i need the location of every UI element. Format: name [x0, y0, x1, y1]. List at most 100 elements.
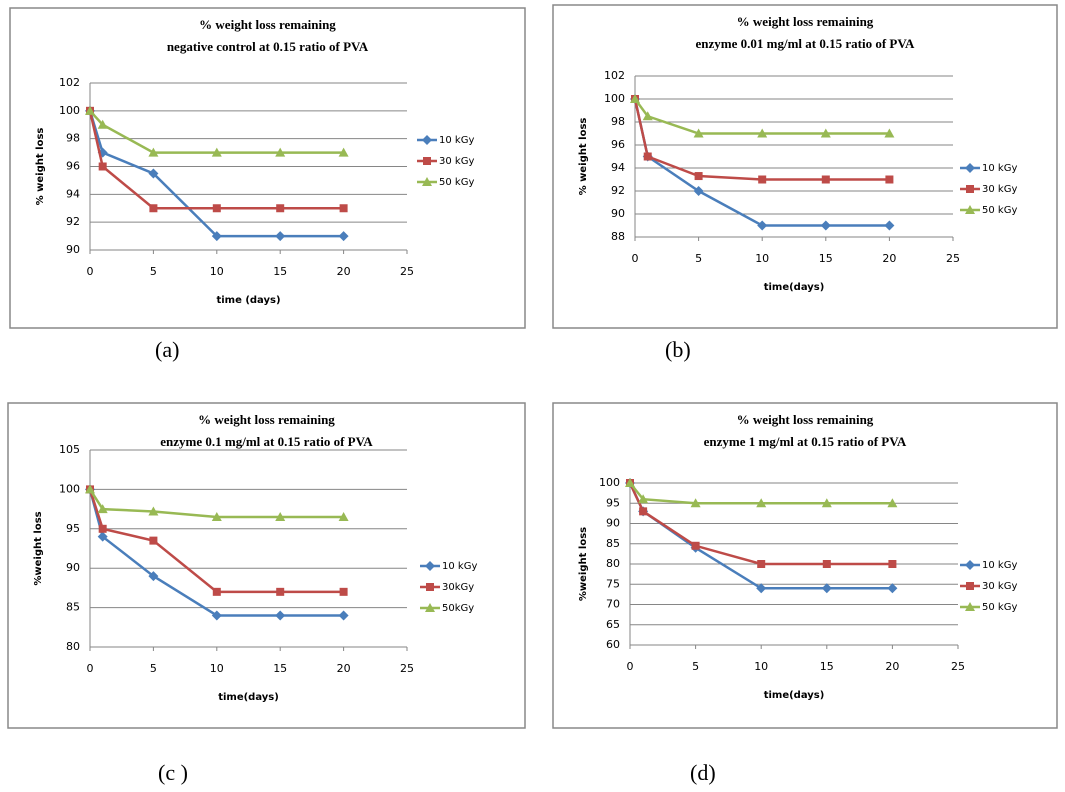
- y-tick-label: 98: [66, 132, 80, 145]
- data-point: [339, 610, 349, 620]
- caption: (d): [690, 760, 716, 785]
- x-tick-label: 10: [210, 662, 224, 675]
- chart-title: % weight loss remaining: [737, 412, 874, 427]
- legend-label: 10 kGy: [982, 163, 1017, 174]
- chart-frame: [10, 8, 525, 328]
- legend-label: 50 kGy: [982, 602, 1017, 613]
- x-tick-label: 20: [337, 662, 351, 675]
- x-tick-label: 15: [819, 252, 833, 265]
- x-tick-label: 25: [946, 252, 960, 265]
- series-line: [90, 111, 344, 208]
- data-point: [99, 163, 107, 171]
- y-tick-label: 92: [611, 184, 625, 197]
- x-tick-label: 0: [627, 660, 634, 673]
- data-point: [695, 172, 703, 180]
- x-tick-label: 0: [87, 265, 94, 278]
- chart-title: % weight loss remaining: [737, 14, 874, 29]
- caption: (a): [155, 337, 179, 362]
- y-tick-label: 105: [59, 443, 80, 456]
- data-point: [276, 204, 284, 212]
- x-tick-label: 5: [150, 265, 157, 278]
- legend-marker: [965, 163, 975, 173]
- data-point: [887, 583, 897, 593]
- data-point: [885, 176, 893, 184]
- y-tick-label: 85: [66, 601, 80, 614]
- x-tick-label: 10: [755, 252, 769, 265]
- data-point: [339, 231, 349, 241]
- data-point: [275, 610, 285, 620]
- legend-label: 50 kGy: [439, 177, 474, 188]
- x-axis-label: time(days): [218, 692, 279, 703]
- x-tick-label: 5: [150, 662, 157, 675]
- legend-marker: [422, 135, 432, 145]
- x-tick-label: 15: [273, 265, 287, 278]
- data-point: [213, 204, 221, 212]
- figure: % weight loss remainingnegative control …: [0, 0, 1065, 792]
- y-tick-label: 90: [606, 517, 620, 530]
- legend-marker: [425, 561, 435, 571]
- legend-label: 30 kGy: [982, 184, 1017, 195]
- x-axis-label: time (days): [216, 295, 280, 306]
- legend-label: 50 kGy: [982, 205, 1017, 216]
- data-point: [884, 221, 894, 231]
- y-tick-label: 90: [66, 243, 80, 256]
- y-tick-label: 100: [59, 104, 80, 117]
- chart-subtitle: enzyme 0.1 mg/ml at 0.15 ratio of PVA: [160, 434, 373, 449]
- x-tick-label: 20: [337, 265, 351, 278]
- legend-marker: [966, 185, 974, 193]
- y-axis-label: %weight loss: [33, 511, 44, 585]
- y-axis-label: % weight loss: [578, 118, 589, 196]
- series-line: [635, 99, 889, 226]
- x-tick-label: 10: [754, 660, 768, 673]
- y-axis-label: %weight loss: [578, 527, 589, 601]
- caption: (b): [665, 337, 691, 362]
- x-tick-label: 5: [695, 252, 702, 265]
- x-tick-label: 0: [87, 662, 94, 675]
- y-tick-label: 90: [66, 561, 80, 574]
- chart-title: % weight loss remaining: [198, 412, 335, 427]
- data-point: [822, 176, 830, 184]
- series-line: [90, 111, 344, 153]
- chart-title: % weight loss remaining: [199, 17, 336, 32]
- data-point: [340, 588, 348, 596]
- legend-marker: [426, 583, 434, 591]
- x-tick-label: 5: [692, 660, 699, 673]
- y-tick-label: 60: [606, 638, 620, 651]
- legend-label: 30kGy: [442, 582, 474, 593]
- legend-label: 10 kGy: [442, 561, 477, 572]
- x-tick-label: 25: [400, 662, 414, 675]
- x-tick-label: 0: [632, 252, 639, 265]
- chart-subtitle: enzyme 1 mg/ml at 0.15 ratio of PVA: [704, 434, 907, 449]
- y-tick-label: 80: [606, 557, 620, 570]
- data-point: [692, 542, 700, 550]
- y-tick-label: 100: [599, 476, 620, 489]
- legend-marker: [965, 560, 975, 570]
- y-tick-label: 70: [606, 598, 620, 611]
- y-tick-label: 100: [59, 482, 80, 495]
- y-tick-label: 65: [606, 618, 620, 631]
- data-point: [276, 588, 284, 596]
- y-tick-label: 102: [604, 69, 625, 82]
- data-point: [758, 176, 766, 184]
- y-tick-label: 94: [611, 161, 625, 174]
- y-axis-label: % weight loss: [35, 128, 46, 206]
- data-point: [213, 588, 221, 596]
- legend-label: 50kGy: [442, 603, 474, 614]
- series-line: [90, 111, 344, 236]
- data-point: [821, 221, 831, 231]
- data-point: [149, 204, 157, 212]
- data-point: [757, 560, 765, 568]
- legend-marker: [423, 157, 431, 165]
- data-point: [757, 221, 767, 231]
- legend-label: 30 kGy: [982, 581, 1017, 592]
- data-point: [149, 537, 157, 545]
- y-tick-label: 94: [66, 187, 80, 200]
- x-tick-label: 25: [400, 265, 414, 278]
- data-point: [639, 507, 647, 515]
- data-point: [888, 560, 896, 568]
- y-tick-label: 90: [611, 207, 625, 220]
- y-tick-label: 96: [611, 138, 625, 151]
- legend-marker: [966, 582, 974, 590]
- data-point: [99, 525, 107, 533]
- y-tick-label: 95: [66, 522, 80, 535]
